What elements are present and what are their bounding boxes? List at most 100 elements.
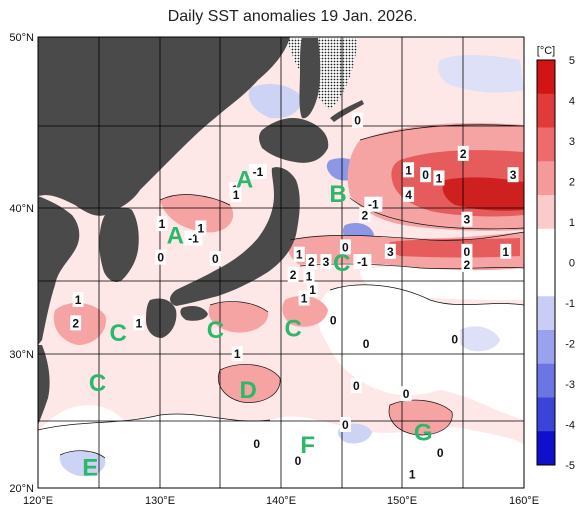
colorbar-segment	[537, 161, 555, 196]
contour-label: 0	[353, 379, 360, 393]
contour-label: 2	[290, 268, 297, 282]
zone-label-d: D	[240, 377, 257, 404]
zone-label-c: C	[110, 320, 127, 347]
contour-label: 2	[460, 147, 467, 161]
colorbar-tick-label: 0	[569, 258, 575, 270]
contour-label: 0	[437, 446, 444, 460]
contour-label-bg	[320, 254, 332, 270]
contour-label-bg	[403, 186, 415, 202]
contour-label: 0	[464, 245, 471, 259]
contour-label: -1	[357, 255, 368, 269]
contour-label: 0	[157, 251, 164, 265]
colorbar-segment	[537, 228, 555, 263]
contour-label-bg	[231, 346, 243, 361]
contour-label-bg	[292, 453, 304, 469]
colorbar-segment	[537, 330, 555, 365]
lat-label-40: 40°N	[9, 203, 34, 215]
lon-label-130: 130°E	[145, 495, 175, 507]
contour-label-bg	[434, 445, 446, 461]
contour-label-bg	[403, 162, 415, 178]
colorbar-tick-label: -4	[565, 420, 575, 432]
colorbar-tick-label: -5	[565, 460, 575, 472]
contour-label-bg	[195, 220, 207, 236]
contour-label-bg	[303, 268, 315, 284]
contour-label-bg	[298, 290, 310, 306]
contour-label: 1	[296, 248, 303, 262]
colorbar-segment	[537, 195, 555, 230]
contour-label-bg	[155, 249, 167, 265]
contour-label: 1	[234, 347, 241, 361]
contour-label: 1	[409, 468, 416, 482]
contour-label: 4	[405, 188, 412, 202]
contour-label: 3	[464, 213, 471, 227]
cool-patch-northeast	[438, 55, 524, 93]
contour-label: 0	[295, 454, 302, 468]
contour-label-bg	[384, 243, 396, 259]
warm-patch-east-sea	[160, 194, 234, 233]
contour-label-bg	[360, 335, 372, 351]
contour-label: 1	[197, 221, 204, 235]
contour-label: 0	[354, 114, 361, 128]
warm-patch-izu	[282, 295, 328, 327]
contour-label-bg	[209, 251, 221, 267]
contour-lines	[38, 124, 524, 459]
colorbar: 5 4 3 2 1 0 -1 -2 -3 -4 -5	[536, 55, 575, 472]
zone-label-a: A	[167, 222, 184, 249]
lon-label-160: 160°E	[509, 495, 539, 507]
contour-label: 0	[212, 252, 219, 266]
contour-labels: -1111-11000101234-12303012123-1211112100…	[70, 112, 519, 482]
colorbar-segment	[537, 127, 555, 162]
colorbar-tick-label: 1	[569, 217, 575, 229]
contour-label-bg	[500, 243, 512, 259]
zone-label-a: A	[236, 166, 253, 193]
colorbar-segment	[537, 397, 555, 432]
contour-label-bg	[359, 207, 371, 223]
cool-patch-east	[457, 326, 500, 352]
contour-label: 0	[253, 437, 260, 451]
contour-label: 1	[136, 316, 143, 330]
cool-patch-south-west	[59, 450, 106, 477]
warm-patch-g	[389, 400, 453, 435]
contour-label: 2	[308, 255, 315, 269]
contour-label: 0	[451, 332, 458, 346]
contour-label-bg	[327, 312, 339, 328]
contour-label: 1	[405, 163, 412, 177]
contour-label-bg	[307, 281, 319, 297]
contour-label-bg	[251, 435, 263, 451]
contour-label: 2	[72, 316, 79, 330]
colorbar-tick-label: 2	[569, 177, 575, 189]
zone-label-c: C	[89, 370, 106, 397]
zone-label-b: B	[329, 181, 346, 208]
contour-label-bg	[461, 256, 473, 272]
map-frame-content: -1111-11000101234-12303012123-1211112100…	[38, 37, 524, 488]
zone-label-e: E	[82, 455, 98, 482]
contour-label: 3	[387, 245, 394, 259]
contour-label-bg	[420, 167, 432, 183]
contour-label: 0	[342, 418, 349, 432]
contour-label: -1	[253, 165, 264, 179]
warm-patch-d	[218, 364, 281, 403]
warm-patch-kuroshio-core	[388, 238, 520, 258]
contour-label-bg	[339, 417, 351, 433]
contour-label-bg	[461, 243, 473, 259]
contour-label: 2	[361, 208, 368, 222]
colorbar-segment	[537, 93, 555, 128]
contour-label-bg	[248, 163, 267, 179]
lat-label-20: 20°N	[9, 483, 34, 495]
colorbar-segment	[537, 60, 555, 95]
contour-label: 0	[330, 313, 337, 327]
contour-label-bg	[352, 112, 364, 128]
contour-label: 0	[363, 337, 370, 351]
contour-label: 3	[510, 168, 517, 182]
colorbar-segment	[537, 363, 555, 398]
contour-label: 1	[75, 293, 82, 307]
contour-label-bg	[353, 254, 372, 270]
colorbar-segment	[537, 262, 555, 297]
neutral-zone-central	[317, 284, 524, 420]
contour-label: 1	[301, 292, 308, 306]
contour-label-bg	[287, 267, 299, 283]
colorbar-tick-label: -2	[565, 339, 575, 351]
map-frame	[37, 36, 525, 489]
lat-label-30: 30°N	[9, 349, 34, 361]
